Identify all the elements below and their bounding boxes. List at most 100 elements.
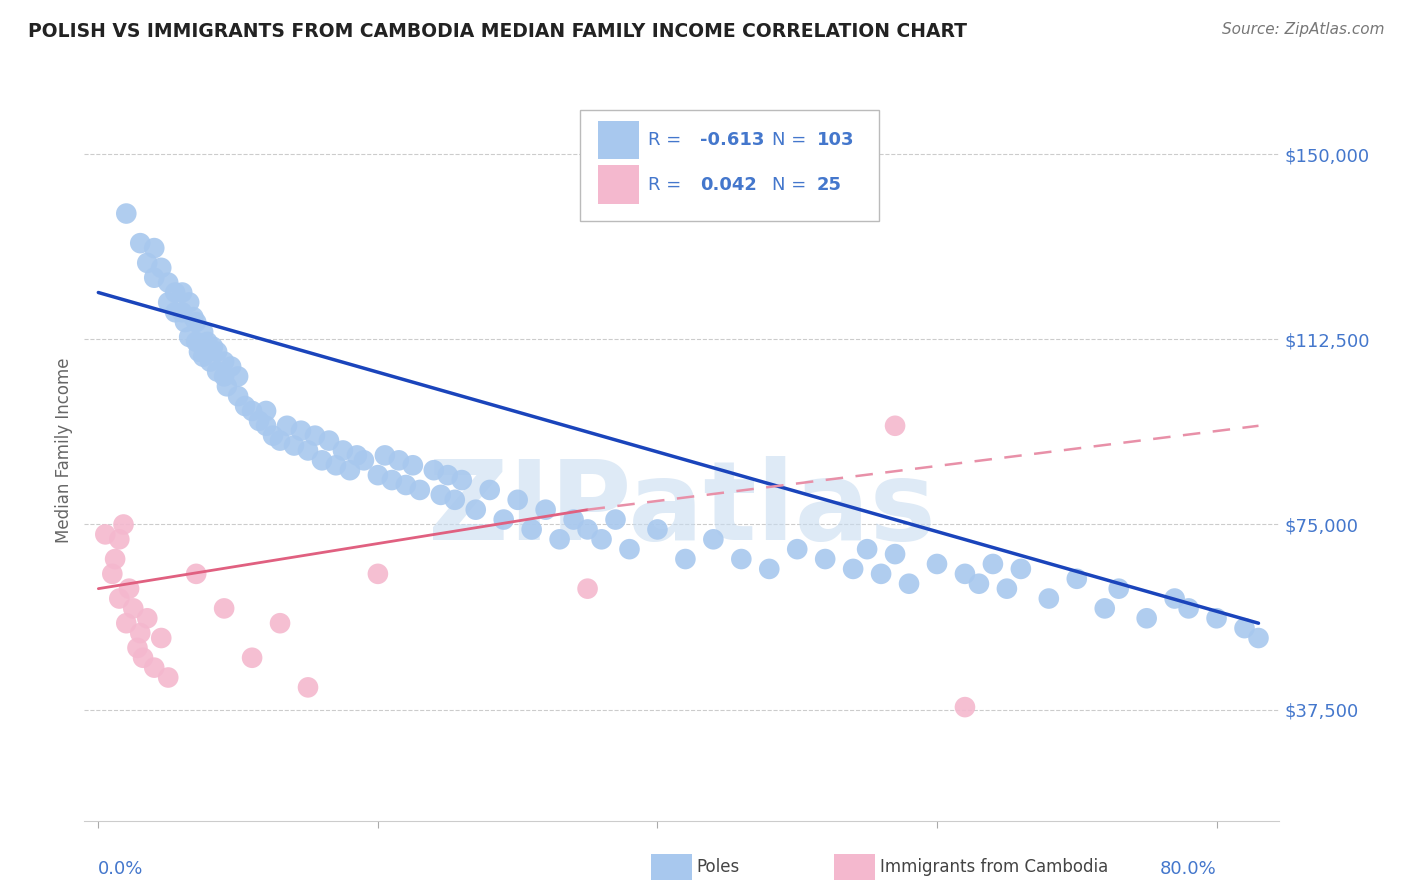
Point <box>254 404 277 418</box>
Point <box>205 344 228 359</box>
Point <box>262 428 284 442</box>
Point <box>870 566 893 581</box>
Point <box>884 547 907 561</box>
Text: 0.042: 0.042 <box>700 176 756 194</box>
Point <box>172 305 194 319</box>
Point <box>842 562 865 576</box>
Point <box>311 453 333 467</box>
Point <box>143 241 166 255</box>
FancyBboxPatch shape <box>599 165 638 204</box>
Point <box>325 458 347 473</box>
Point <box>112 517 135 532</box>
Text: 0.0%: 0.0% <box>98 860 143 878</box>
Point <box>226 369 249 384</box>
Point <box>332 443 354 458</box>
Point <box>157 295 180 310</box>
Point <box>165 305 187 319</box>
Point <box>730 552 752 566</box>
Point <box>283 438 305 452</box>
Point <box>297 443 319 458</box>
Point <box>576 523 599 537</box>
Point <box>136 256 159 270</box>
Point <box>118 582 141 596</box>
Point <box>143 660 166 674</box>
Point <box>201 340 224 354</box>
Point <box>995 582 1018 596</box>
Point <box>115 616 138 631</box>
Point <box>430 488 453 502</box>
Point <box>136 611 159 625</box>
Point <box>673 552 696 566</box>
Point <box>353 453 375 467</box>
Point <box>402 458 425 473</box>
Text: 25: 25 <box>817 176 842 194</box>
Point <box>374 449 396 463</box>
Point <box>195 334 218 349</box>
Point <box>1205 611 1227 625</box>
Point <box>548 533 571 547</box>
Point <box>205 364 228 378</box>
Point <box>450 473 472 487</box>
Point <box>1094 601 1116 615</box>
Point <box>786 542 808 557</box>
Point <box>1177 601 1199 615</box>
Text: Poles: Poles <box>696 858 740 876</box>
Point <box>129 236 152 251</box>
Point <box>108 591 131 606</box>
Point <box>297 681 319 695</box>
Text: POLISH VS IMMIGRANTS FROM CAMBODIA MEDIAN FAMILY INCOME CORRELATION CHART: POLISH VS IMMIGRANTS FROM CAMBODIA MEDIA… <box>28 22 967 41</box>
Point <box>953 566 976 581</box>
Point <box>129 626 152 640</box>
Point <box>240 404 263 418</box>
Text: N =: N = <box>772 176 811 194</box>
Point <box>122 601 145 615</box>
Text: 103: 103 <box>817 131 855 149</box>
Point <box>94 527 117 541</box>
Point <box>219 359 242 374</box>
Point <box>247 414 270 428</box>
Text: R =: R = <box>648 131 688 149</box>
Point <box>240 650 263 665</box>
FancyBboxPatch shape <box>599 121 638 160</box>
Point <box>562 512 585 526</box>
Point <box>101 566 124 581</box>
Point <box>1163 591 1185 606</box>
Point <box>276 418 298 433</box>
Point <box>193 325 215 339</box>
Point <box>346 449 368 463</box>
Point <box>1233 621 1256 635</box>
Point <box>143 270 166 285</box>
Point <box>318 434 340 448</box>
Point <box>506 492 529 507</box>
Point <box>423 463 446 477</box>
Point <box>388 453 411 467</box>
Point <box>953 700 976 714</box>
Point <box>967 576 990 591</box>
Point <box>814 552 837 566</box>
Point <box>1066 572 1088 586</box>
Point <box>1038 591 1060 606</box>
Text: Immigrants from Cambodia: Immigrants from Cambodia <box>880 858 1108 876</box>
Point <box>127 640 149 655</box>
Text: N =: N = <box>772 131 811 149</box>
Point <box>478 483 501 497</box>
Point <box>758 562 780 576</box>
Point <box>290 424 312 438</box>
Point <box>1247 631 1270 645</box>
Point <box>381 473 404 487</box>
Point <box>443 492 465 507</box>
Point <box>150 260 173 275</box>
Point <box>981 557 1004 571</box>
Point <box>212 354 235 368</box>
Text: -0.613: -0.613 <box>700 131 765 149</box>
Point <box>179 295 201 310</box>
Point <box>1108 582 1130 596</box>
Point <box>925 557 948 571</box>
Point <box>165 285 187 300</box>
Point <box>464 502 486 516</box>
FancyBboxPatch shape <box>581 110 879 221</box>
Point <box>233 399 256 413</box>
Text: 80.0%: 80.0% <box>1160 860 1216 878</box>
Point <box>212 369 235 384</box>
Point <box>605 512 627 526</box>
